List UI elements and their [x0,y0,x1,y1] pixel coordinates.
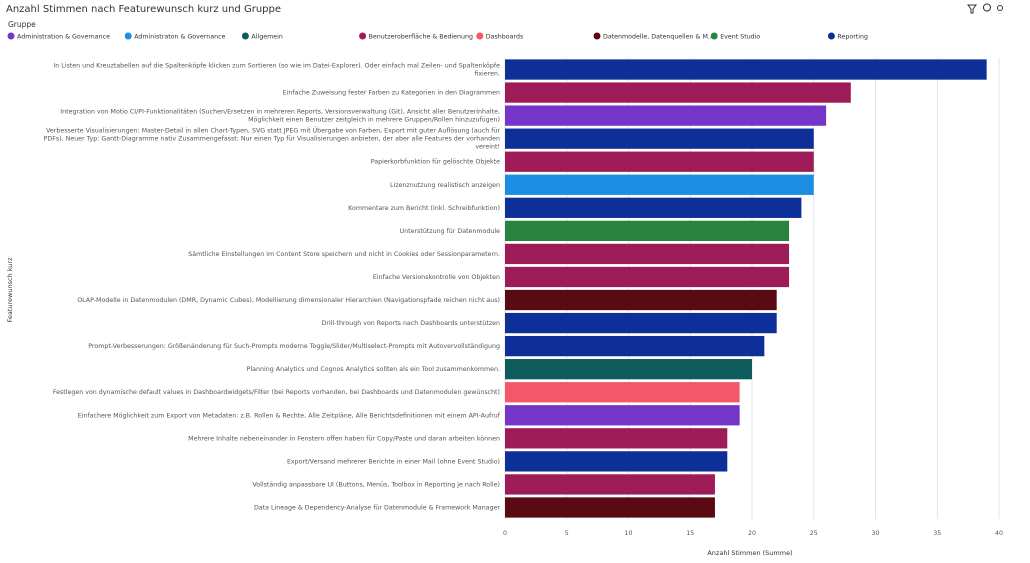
y-tick-label: Papierkorbfunktion für gelöschte Objekte [371,159,500,166]
label-line: fixieren. [474,71,500,78]
legend-label: Administration & Governance [17,34,110,41]
label-line: In Listen und Kreuztabellen auf die Spal… [53,63,500,70]
legend-label: Reporting [837,34,868,41]
x-tick-label: 0 [503,530,507,537]
legend-label: Dashboards [486,34,523,41]
y-tick-label: Verbesserte Visualisierungen: Master-Det… [44,126,501,151]
y-tick-label: Festlegen von dynamische default values … [53,389,500,396]
y-tick-label: Vollständig anpassbare UI (Buttons, Menü… [252,481,500,488]
x-tick-label: 35 [933,530,941,537]
bar [505,266,790,288]
bar [505,289,777,311]
y-tick-label: Export/Versand mehrerer Berichte in eine… [287,458,500,465]
x-tick-label: 30 [871,530,879,537]
y-tick-label: Kommentare zum Bericht (inkl. Schreibfun… [348,205,500,212]
y-tick-label: Drill-through von Reports nach Dashboard… [322,320,500,327]
bar [505,151,814,172]
label-line: Integration von Motio CI/PI-Funktionalit… [60,109,500,116]
y-tick-label: OLAP-Modelle in Datenmodulen (DMR, Dynam… [77,297,500,304]
y-tick-label: Einfachere Möglichkeit zum Export von Me… [78,412,501,419]
y-axis-title: Featurewunsch kurz [6,257,14,323]
legend-swatch [476,32,484,40]
label-line: PDFs), Neuer Typ: Gantt-Diagramme nativ … [44,136,500,143]
legend-swatch [359,32,367,40]
idea-icon[interactable] [982,3,991,12]
legend-swatch [827,32,835,40]
x-tick-label: 10 [624,530,632,537]
legend-swatch [710,32,718,40]
legend-label: Datenmodelle, Datenquellen & M... [603,34,714,41]
bar [505,451,728,472]
x-tick-label: 25 [810,530,818,537]
bar [505,82,851,103]
y-tick-label: Einfache Versionskontrolle von Objekten [373,274,500,281]
bar [505,474,715,495]
y-tick-label: Data Lineage & Dependency-Analyse für Da… [254,504,500,511]
y-tick-label: Einfache Zuweisung fester Farben zu Kate… [283,90,500,97]
y-tick-label: Unterstützung für Datenmodule [400,228,501,235]
bar [505,382,740,403]
y-tick-label: Prompt-Verbesserungen: Größenänderung fü… [88,343,500,350]
bar [505,359,752,380]
label-line: Möglichkeit einen Benutzer zeitgleich in… [248,117,500,124]
filter-icon[interactable] [967,4,977,14]
y-tick-label: In Listen und Kreuztabellen auf die Spal… [53,63,500,78]
x-tick-label: 15 [686,530,694,537]
y-tick-label: Sämtliche Einstellungen im Content Store… [188,251,500,258]
legend-label: Benutzeroberfläche & Bedienung [369,34,473,41]
legend-swatch [7,32,15,40]
bar [505,59,987,80]
y-tick-label: Lizenznutzung realistisch anzeigen [390,182,500,189]
bar [505,497,715,518]
legend-swatch [124,32,132,40]
bar [505,312,777,334]
bar [505,220,790,242]
legend-swatch [241,32,249,40]
x-tick-label: 5 [565,530,569,537]
x-axis-title: Anzahl Stimmen (Summe) [707,549,792,557]
legend-label: Allgemein [251,34,282,41]
bar [505,243,790,265]
y-tick-label: Mehrere Inhalte nebeneinander in Fenster… [188,435,500,442]
bar [505,197,802,218]
x-tick-label: 20 [748,530,756,537]
bar [505,128,814,149]
y-tick-label: Integration von Motio CI/PI-Funktionalit… [60,109,500,124]
label-line: vereint! [475,144,500,151]
legend-title: Gruppe [8,20,36,29]
label-line: Verbesserte Visualisierungen: Master-Det… [46,126,500,135]
legend-label: Administraton & Governance [134,34,225,41]
legend-swatch [593,32,601,40]
legend-label: Event Studio [720,34,760,41]
bar [505,174,814,195]
bar [505,335,765,357]
x-tick-label: 40 [995,530,1003,537]
bar [505,405,740,426]
bar [505,105,827,126]
toolbar [967,3,1003,14]
y-tick-label: Planning Analytics und Cognos Analytics … [247,366,500,373]
bar [505,428,728,449]
chart-title: Anzahl Stimmen nach Featurewunsch kurz u… [6,4,281,15]
settings-icon[interactable] [997,5,1003,11]
